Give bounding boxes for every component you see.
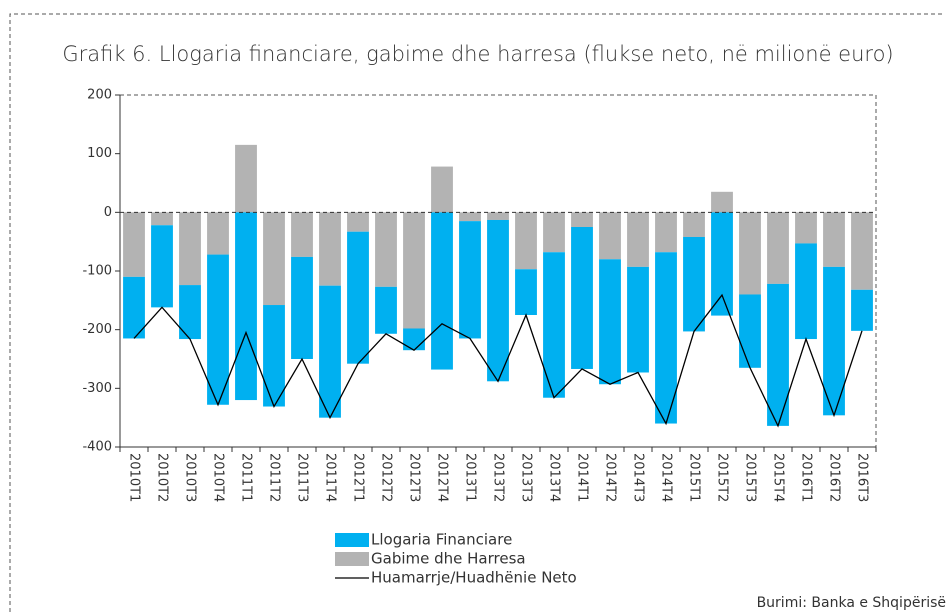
bar [151,225,173,308]
x-tick-label: 2015T3 [743,453,758,502]
bar [739,212,761,295]
bar [431,212,453,370]
legend-swatch [335,552,369,566]
line [133,293,863,428]
legend-label: Llogaria Financiare [371,531,512,549]
bar [571,227,593,369]
x-tick-label: 2014T2 [603,453,618,502]
bar [851,289,873,331]
bar [515,212,537,270]
bar [823,266,845,416]
x-tick-label: 2015T4 [771,453,786,502]
bar [767,212,789,284]
x-tick-label: 2012T1 [351,453,366,502]
x-tick-label: 2013T2 [491,453,506,502]
bar [319,285,341,418]
bar [263,212,285,306]
y-tick-label: 0 [104,205,112,220]
x-tick-label: 2012T3 [407,453,422,502]
y-tick-label: 200 [87,88,112,103]
legend-label: Huamarrje/Huadhënie Neto [371,569,577,587]
bar [599,259,621,385]
bar [431,166,453,213]
x-tick-label: 2015T2 [715,453,730,502]
bar [459,221,481,339]
bar [655,212,677,253]
bar [375,212,397,287]
bar [235,144,257,213]
bar [151,212,173,226]
x-tick-label: 2011T1 [239,453,254,502]
bar [767,283,789,426]
x-tick-label: 2016T2 [827,453,842,502]
bar [319,212,341,286]
source: Burimi: Banka e Shqipërisë [757,595,946,611]
bar [655,252,677,424]
bar [123,276,145,339]
x-tick-label: 2010T4 [211,453,226,502]
bar [683,212,705,237]
bar [515,269,537,315]
bar [683,236,705,332]
bar [179,285,201,340]
bar [487,212,509,220]
bar [851,212,873,290]
bar [291,212,313,257]
bar [487,219,509,382]
bar [795,212,817,244]
bar [179,212,201,286]
x-tick-label: 2012T2 [379,453,394,502]
bar [403,212,425,329]
bar [823,212,845,267]
bar [599,212,621,260]
bar [459,212,481,222]
bar [571,212,593,227]
bar [711,191,733,213]
chart-title: Grafik 6. Llogaria financiare, gabime dh… [62,42,893,66]
legend-swatch [335,533,369,547]
x-tick-label: 2013T1 [463,453,478,502]
bar [543,212,565,253]
y-tick-label: -400 [82,440,112,455]
bar [291,256,313,359]
bar [123,212,145,277]
bar [543,252,565,398]
x-tick-label: 2012T4 [435,453,450,502]
bar [263,305,285,407]
x-tick-label: 2016T3 [855,453,870,502]
x-tick-label: 2015T1 [687,453,702,502]
bar [403,328,425,351]
x-tick-label: 2010T2 [155,453,170,502]
y-tick-label: 100 [87,146,112,161]
y-tick-label: -200 [82,322,112,337]
x-tick-label: 2014T3 [631,453,646,502]
x-tick-label: 2010T3 [183,453,198,502]
x-tick-label: 2016T1 [799,453,814,502]
bar [207,254,229,405]
bar [627,266,649,373]
bar [347,231,369,364]
legend-label: Gabime dhe Harresa [371,550,526,568]
x-tick-label: 2011T3 [295,453,310,502]
x-tick-label: 2010T1 [127,453,142,502]
x-tick-label: 2013T3 [519,453,534,502]
bar [739,294,761,368]
x-tick-label: 2014T4 [659,453,674,502]
y-tick-label: -300 [82,381,112,396]
bar [627,212,649,267]
frame [9,13,945,612]
y-tick-label: -100 [82,264,112,279]
x-tick-label: 2013T4 [547,453,562,502]
x-tick-label: 2011T2 [267,453,282,502]
bar [207,212,229,255]
x-tick-label: 2011T4 [323,453,338,502]
bar [711,212,733,316]
bar [235,212,257,401]
bar [795,243,817,340]
bar [347,212,369,232]
bar [375,286,397,334]
x-tick-label: 2014T1 [575,453,590,502]
